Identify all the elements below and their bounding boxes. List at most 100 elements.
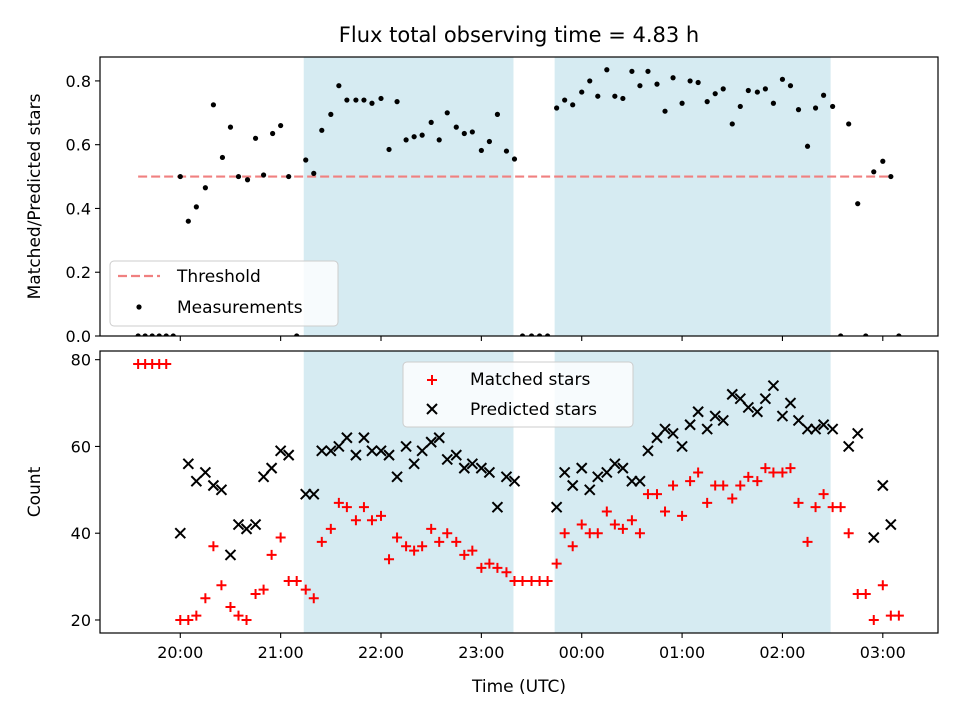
predicted-stars-point <box>826 423 839 435</box>
predicted-stars-point <box>199 466 212 479</box>
matched-stars-point <box>442 528 453 539</box>
matched-stars-point <box>559 528 570 539</box>
legend-matched-swatch <box>427 375 437 385</box>
matched-stars-point <box>702 497 713 508</box>
predicted-stars-point <box>726 388 738 401</box>
matched-stars-point <box>275 532 286 543</box>
predicted-stars-point <box>408 458 420 470</box>
predicted-stars-point <box>817 419 830 431</box>
matched-stars-point <box>626 515 637 526</box>
measurement-point <box>629 68 635 74</box>
legend-predicted-label: Predicted stars <box>470 400 597 420</box>
predicted-stars-point <box>383 449 395 461</box>
measurement-point <box>469 129 475 135</box>
measurement-point <box>863 333 869 336</box>
measurement-point <box>142 333 148 336</box>
measurement-point <box>135 333 141 336</box>
series-markers <box>133 359 904 625</box>
measurement-point <box>554 105 560 111</box>
measurement-point <box>830 103 836 110</box>
predicted-stars-point <box>717 414 729 427</box>
predicted-stars-point <box>885 518 897 531</box>
measurement-point <box>511 156 518 162</box>
predicted-stars-point <box>576 462 588 474</box>
matched-stars-point <box>718 480 729 491</box>
matched-stars-point <box>426 523 437 534</box>
matched-stars-point <box>401 541 412 552</box>
matched-stars-point <box>843 528 854 539</box>
predicted-stars-point <box>433 432 445 444</box>
measurement-point <box>820 92 827 98</box>
predicted-stars-point <box>308 488 320 500</box>
ratio-panel: 0.0 0.2 0.4 0.6 0.8 Matched/Predicted stars Th… <box>25 56 939 346</box>
measurement-point <box>235 173 242 180</box>
matched-stars-point <box>492 562 503 573</box>
predicted-stars-point <box>734 393 746 405</box>
measurement-point <box>896 333 902 336</box>
measurement-point <box>411 134 417 140</box>
count-panel: 20 40 60 80 20:00 21:00 22:00 23:00 00:00 01:00 02… <box>25 350 939 662</box>
measurement-point <box>880 158 886 164</box>
predicted-stars-point <box>684 419 696 431</box>
matched-stars-point <box>183 614 194 625</box>
predicted-stars-point <box>877 479 889 492</box>
x-tick-label: 23:00 <box>458 643 504 662</box>
measurement-point <box>787 83 794 89</box>
predicted-stars-point <box>215 484 228 496</box>
legend-box <box>402 361 634 428</box>
matched-stars-point <box>760 463 771 474</box>
matched-stars-point <box>258 584 269 595</box>
predicted-stars-point <box>325 445 337 457</box>
measurement-point <box>149 333 155 336</box>
predicted-stars-point <box>274 445 287 457</box>
measurement-point <box>202 185 208 191</box>
measurement-point <box>812 105 819 111</box>
predicted-stars-point <box>282 449 295 461</box>
x-tick-label: 20:00 <box>157 643 203 662</box>
predicted-stars-point <box>617 462 629 474</box>
predicted-stars-point <box>751 406 764 418</box>
measurement-point <box>637 83 643 89</box>
matched-stars-point <box>567 541 578 552</box>
measurement-point <box>156 333 162 336</box>
y-tick-label: 60 <box>71 437 91 456</box>
predicted-stars-point <box>257 471 270 483</box>
predicted-stars-point <box>500 471 513 483</box>
predicted-stars-point <box>784 397 797 409</box>
measurement-point <box>888 173 894 180</box>
measurement-point <box>486 138 492 145</box>
legend-box <box>109 260 339 327</box>
predicted-stars-point <box>475 462 488 474</box>
predicted-stars-point <box>508 475 521 487</box>
series-markers <box>135 67 902 336</box>
matched-stars-point <box>576 519 587 530</box>
matched-stars-point <box>601 506 612 517</box>
matched-stars-point <box>241 614 252 625</box>
matched-stars-point <box>266 549 277 560</box>
y-tick-label: 0.4 <box>66 199 91 218</box>
measurement-point <box>595 93 601 99</box>
measurement-point <box>770 100 777 106</box>
measurement-point <box>695 79 701 86</box>
predicted-stars-point <box>333 440 345 453</box>
measurement-point <box>562 97 568 103</box>
predicted-stars-point <box>190 475 203 487</box>
measurement-point <box>855 201 861 207</box>
measurement-point <box>779 76 786 82</box>
matched-stars-point <box>609 519 620 530</box>
measurement-point <box>185 218 191 224</box>
matched-stars-point <box>768 467 779 478</box>
measurement-point <box>536 333 543 336</box>
predicted-stars-point <box>466 458 479 470</box>
measurement-point <box>519 333 526 336</box>
predicted-stars-point <box>558 466 571 479</box>
measurement-point <box>403 137 409 143</box>
measurement-point <box>270 130 276 137</box>
measurement-point <box>394 99 400 105</box>
matched-stars-point <box>459 549 470 560</box>
matched-stars-point <box>208 541 219 552</box>
matched-stars-point <box>476 562 487 573</box>
measurement-point <box>386 146 392 153</box>
matched-stars-point <box>392 532 403 543</box>
